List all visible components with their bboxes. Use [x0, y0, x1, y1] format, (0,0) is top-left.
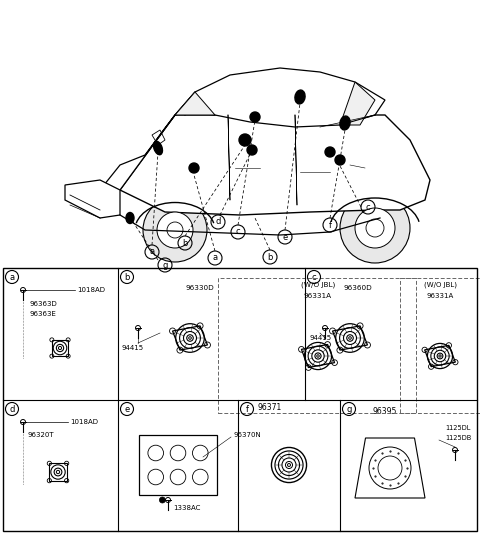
- Text: 96395: 96395: [373, 407, 397, 417]
- Text: b: b: [182, 239, 188, 247]
- Text: f: f: [245, 404, 249, 413]
- Polygon shape: [65, 180, 120, 218]
- Text: 96360D: 96360D: [344, 285, 372, 291]
- Polygon shape: [175, 92, 215, 115]
- Text: d: d: [9, 404, 15, 413]
- Polygon shape: [340, 82, 375, 125]
- Text: 96371: 96371: [258, 404, 282, 412]
- Text: e: e: [124, 404, 130, 413]
- Circle shape: [143, 198, 207, 262]
- Text: 96330D: 96330D: [186, 285, 215, 291]
- Text: c: c: [236, 227, 240, 237]
- Circle shape: [355, 208, 395, 248]
- Polygon shape: [175, 68, 385, 127]
- Text: 96331A: 96331A: [304, 293, 332, 299]
- Text: f: f: [328, 221, 332, 230]
- Bar: [139, 435, 217, 495]
- Circle shape: [157, 212, 193, 248]
- Text: d: d: [216, 217, 221, 226]
- Text: 1125DB: 1125DB: [445, 435, 471, 441]
- Text: 1338AC: 1338AC: [173, 505, 200, 511]
- Text: c: c: [312, 272, 316, 281]
- Text: 96320T: 96320T: [28, 432, 55, 438]
- Text: (W/O JBL): (W/O JBL): [301, 281, 335, 287]
- Text: 96363E: 96363E: [30, 311, 57, 317]
- Ellipse shape: [126, 213, 134, 224]
- Text: 1018AD: 1018AD: [77, 287, 105, 293]
- Bar: [218, 278, 416, 413]
- Text: 1018AD: 1018AD: [70, 419, 98, 425]
- Ellipse shape: [295, 90, 305, 104]
- Text: g: g: [162, 261, 168, 270]
- Bar: [3, 268, 477, 531]
- Polygon shape: [120, 115, 430, 215]
- Text: b: b: [267, 253, 273, 262]
- Text: 96331A: 96331A: [426, 293, 454, 299]
- Text: c: c: [366, 202, 370, 211]
- Text: a: a: [10, 272, 14, 281]
- Text: a: a: [213, 254, 217, 263]
- Text: (W/O JBL): (W/O JBL): [423, 281, 456, 287]
- Circle shape: [247, 145, 257, 155]
- Text: 96363D: 96363D: [30, 301, 58, 307]
- Circle shape: [239, 134, 251, 146]
- Text: 94415: 94415: [122, 345, 144, 351]
- Circle shape: [335, 155, 345, 165]
- Text: 1125DL: 1125DL: [445, 425, 470, 431]
- Circle shape: [325, 147, 335, 157]
- Ellipse shape: [340, 116, 350, 130]
- Text: a: a: [149, 247, 155, 256]
- Circle shape: [340, 193, 410, 263]
- Polygon shape: [100, 115, 175, 218]
- Text: 94415: 94415: [309, 335, 331, 341]
- Text: e: e: [282, 232, 288, 241]
- Circle shape: [159, 497, 166, 503]
- Text: b: b: [124, 272, 130, 281]
- Circle shape: [250, 112, 260, 122]
- Text: g: g: [346, 404, 352, 413]
- Ellipse shape: [154, 142, 162, 155]
- Bar: [400, 278, 480, 413]
- Circle shape: [189, 163, 199, 173]
- Text: 96370N: 96370N: [233, 432, 261, 438]
